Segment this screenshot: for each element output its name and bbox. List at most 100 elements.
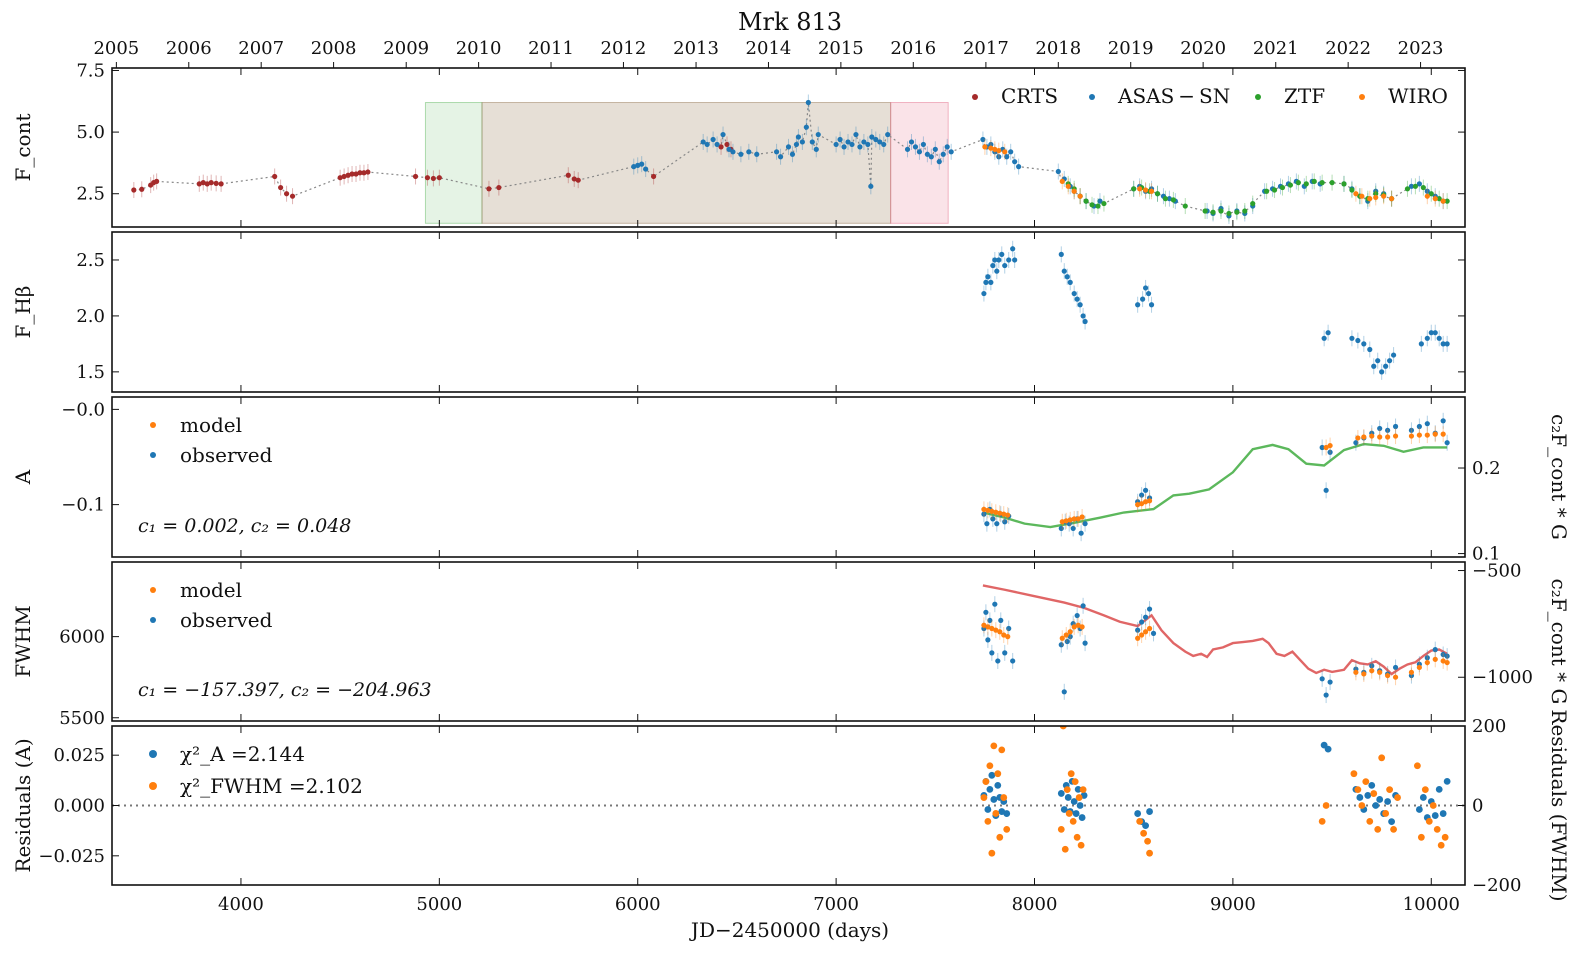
data-point (1146, 606, 1153, 612)
data-point (853, 131, 859, 138)
data-point (1432, 647, 1438, 653)
x-tick-label: 8000 (1012, 894, 1058, 915)
data-point (1383, 363, 1389, 369)
data-point (993, 509, 999, 515)
data-point (1135, 635, 1141, 641)
data-point (916, 149, 923, 155)
legend-label: χ²_A =2.144 (180, 742, 305, 766)
year-label: 2016 (890, 38, 936, 59)
data-point (1385, 427, 1391, 433)
data-point (993, 627, 999, 633)
data-point (988, 279, 994, 285)
data-point (992, 146, 998, 152)
data-point (1003, 825, 1011, 833)
data-point (1012, 159, 1018, 165)
data-point (1385, 434, 1391, 440)
data-point (1375, 358, 1381, 364)
data-point (1390, 825, 1397, 833)
data-point (738, 151, 744, 157)
data-point (996, 154, 1002, 160)
data-point (1279, 184, 1286, 191)
data-point (436, 175, 442, 181)
data-point (1377, 425, 1383, 432)
data-point (849, 141, 855, 148)
data-point (208, 180, 214, 186)
data-point (1074, 785, 1082, 793)
data-point (983, 609, 989, 615)
data-point (904, 146, 911, 152)
data-point (1063, 518, 1069, 524)
data-point (1078, 530, 1084, 536)
data-point (813, 146, 819, 152)
data-point (724, 141, 730, 148)
data-point (1388, 818, 1395, 826)
data-point (1322, 802, 1330, 809)
data-point (777, 154, 784, 160)
data-point (1095, 203, 1101, 209)
year-label: 2014 (746, 38, 792, 59)
data-point (139, 186, 145, 192)
data-point (345, 172, 351, 178)
x-tick-label: 10000 (1403, 894, 1460, 915)
data-point (1390, 352, 1397, 358)
data-point (1071, 778, 1079, 786)
data-point (650, 173, 657, 180)
data-point (994, 268, 1000, 274)
data-point (1136, 818, 1144, 825)
data-point (1078, 814, 1086, 821)
data-point (1435, 785, 1443, 793)
data-point (1444, 653, 1450, 659)
data-point (1144, 837, 1151, 845)
data-point (1376, 796, 1384, 803)
data-point (1162, 196, 1169, 202)
data-point (1437, 841, 1445, 849)
data-point (815, 131, 821, 138)
data-point (1070, 798, 1078, 805)
data-point (639, 161, 645, 167)
data-point (424, 175, 431, 181)
year-label: 2023 (1398, 38, 1444, 59)
data-point (865, 141, 871, 148)
data-point (1060, 806, 1068, 813)
data-point (1374, 825, 1382, 833)
data-point (1384, 798, 1392, 805)
legend-marker (1359, 94, 1365, 100)
y-tick-label: 6000 (59, 627, 105, 648)
data-point (1139, 501, 1145, 507)
data-point (1369, 668, 1375, 674)
data-point (1067, 634, 1073, 640)
data-point (980, 794, 988, 801)
y-axis-label: F_cont (11, 113, 35, 181)
data-point (1416, 181, 1422, 187)
data-point (631, 164, 637, 170)
data-point (1361, 341, 1367, 347)
data-point (995, 658, 1001, 664)
data-point (841, 144, 847, 150)
data-point (289, 193, 296, 199)
data-point (1059, 178, 1065, 184)
data-point (1327, 679, 1333, 685)
data-point (1072, 810, 1080, 817)
legend-marker (150, 422, 156, 428)
data-point (1071, 290, 1077, 297)
data-point (1146, 498, 1153, 504)
data-point (575, 177, 581, 183)
data-point (337, 175, 343, 181)
data-point (985, 274, 991, 280)
data-point (1418, 341, 1424, 347)
plot-area (981, 412, 1450, 542)
data-point (1416, 423, 1422, 430)
data-point (1440, 651, 1446, 658)
data-point (1353, 440, 1359, 446)
data-point (1373, 194, 1379, 201)
data-point (857, 144, 863, 150)
data-point (213, 180, 219, 186)
data-point (1358, 802, 1366, 809)
data-point (1075, 622, 1081, 628)
data-point (357, 170, 363, 176)
data-point (1065, 183, 1071, 189)
y-axis-label-right: c₂F_cont * G (1547, 414, 1571, 540)
legend-label: ASAS − SN (1117, 84, 1230, 108)
y-tick-label-right: 0.1 (1472, 544, 1501, 565)
legend-marker (1089, 94, 1095, 100)
